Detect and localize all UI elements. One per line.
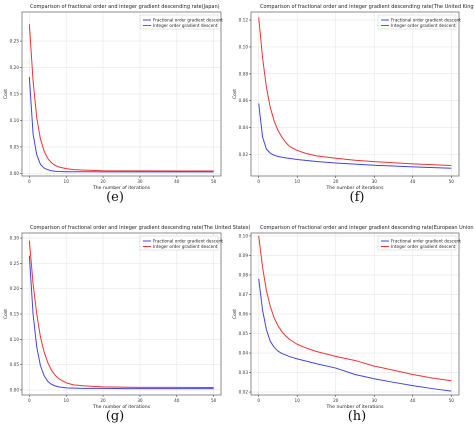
x-axis-label: The number of iterations xyxy=(325,404,384,410)
y-tick-label: 0.08 xyxy=(239,71,249,76)
x-tick-label: 20 xyxy=(100,398,106,403)
legend-label: Fractional order gradient descent xyxy=(153,239,223,244)
legend-label: Fractional order gradient descent xyxy=(153,18,223,23)
x-tick-label: 50 xyxy=(211,398,217,403)
y-tick-label: 0.04 xyxy=(239,351,249,356)
legend-box xyxy=(377,14,457,30)
y-axis-label: Cost xyxy=(3,309,9,319)
x-tick-label: 40 xyxy=(174,179,180,184)
x-tick-label: 30 xyxy=(372,398,378,403)
y-tick-label: 0.04 xyxy=(239,125,249,130)
series-line-fractional xyxy=(28,255,214,390)
y-tick-label: 0.10 xyxy=(239,233,249,238)
y-axis-label: Cost xyxy=(3,89,9,99)
y-tick-label: 0.00 xyxy=(10,171,20,176)
x-tick-label: 40 xyxy=(174,398,180,403)
legend-label: Fractional order gradient descent xyxy=(391,18,461,23)
y-tick-label: 0.03 xyxy=(239,370,249,375)
plot-frame xyxy=(250,11,460,177)
y-tick-label: 0.05 xyxy=(239,331,249,336)
x-tick-label: 40 xyxy=(410,398,416,403)
x-tick-label: 0 xyxy=(28,179,31,184)
x-tick-label: 0 xyxy=(28,398,31,403)
chart-title: Comparison of fractional order and integ… xyxy=(260,4,474,10)
y-tick-label: 0.20 xyxy=(10,65,20,70)
y-tick-label: 0.25 xyxy=(10,39,20,44)
y-tick-label: 0.25 xyxy=(10,261,20,266)
y-tick-label: 0.05 xyxy=(10,144,20,149)
panel-caption: (g) xyxy=(106,409,124,424)
x-tick-label: 20 xyxy=(333,398,339,403)
panel-caption: (f) xyxy=(350,190,365,205)
series-line-integer xyxy=(28,240,214,389)
legend-box xyxy=(139,235,219,251)
legend-label: Integer order gradient descent xyxy=(391,244,456,249)
y-tick-label: 0.02 xyxy=(239,152,249,157)
x-tick-label: 40 xyxy=(410,179,416,184)
x-tick-label: 30 xyxy=(372,179,378,184)
x-tick-label: 10 xyxy=(64,179,70,184)
legend-label: Fractional order gradient descent xyxy=(391,239,461,244)
x-tick-label: 0 xyxy=(257,398,260,403)
y-tick-label: 0.08 xyxy=(239,272,249,277)
y-tick-label: 0.07 xyxy=(239,292,249,297)
x-tick-label: 30 xyxy=(137,179,143,184)
y-tick-label: 0.10 xyxy=(10,118,20,123)
chart-title: Comparison of fractional order and integ… xyxy=(260,225,474,231)
x-tick-label: 20 xyxy=(333,179,339,184)
chart-panel-1: 0 10 20 30 40 50 0.00 0.05 0.10 0.15 0.20 0.25 Compa… xyxy=(3,4,223,205)
y-tick-label: 0.20 xyxy=(10,286,20,291)
series-line-integer xyxy=(28,24,214,172)
series-line-integer xyxy=(258,235,452,382)
chart-title: Comparison of fractional order and integ… xyxy=(30,225,250,231)
x-axis-label: The number of iterations xyxy=(92,404,151,410)
x-tick-label: 50 xyxy=(449,179,455,184)
series-line-fractional xyxy=(258,103,452,169)
chart-panel-4: 0 10 20 30 40 50 0.02 0.03 0.04 0.05 0.06 0.07 0.08 0… xyxy=(232,225,474,424)
x-tick-label: 20 xyxy=(100,179,106,184)
y-tick-label: 0.09 xyxy=(239,253,249,258)
x-axis-label: The number of iterations xyxy=(92,185,151,191)
legend-box xyxy=(377,235,457,251)
y-tick-label: 0.06 xyxy=(239,312,249,317)
y-tick-label: 0.10 xyxy=(10,337,20,342)
x-tick-label: 30 xyxy=(137,398,143,403)
chart-title: Comparison of fractional order and integ… xyxy=(30,4,220,10)
y-tick-label: 0.12 xyxy=(239,18,249,23)
x-tick-label: 50 xyxy=(211,179,217,184)
legend-label: Integer order gradient descent xyxy=(153,244,218,249)
y-axis-label: Cost xyxy=(232,89,238,99)
series-line-integer xyxy=(258,17,452,167)
panel-caption: (h) xyxy=(348,409,367,424)
chart-panel-2: 0 10 20 30 40 50 0.02 0.04 0.06 0.08 0.10 0.12 Compa… xyxy=(232,4,474,205)
legend-box xyxy=(139,14,219,30)
x-tick-label: 10 xyxy=(295,179,301,184)
y-tick-label: 0.00 xyxy=(10,387,20,392)
y-tick-label: 0.06 xyxy=(239,98,249,103)
x-axis-label: The number of iterations xyxy=(325,185,384,191)
y-tick-label: 0.02 xyxy=(239,390,249,395)
y-tick-label: 0.15 xyxy=(10,92,20,97)
x-tick-label: 0 xyxy=(257,179,260,184)
y-axis-label: Cost xyxy=(232,309,238,319)
y-tick-label: 0.05 xyxy=(10,362,20,367)
y-tick-label: 0.30 xyxy=(10,236,20,241)
series-line-fractional xyxy=(258,278,452,392)
y-tick-label: 0.10 xyxy=(239,44,249,49)
x-tick-label: 50 xyxy=(449,398,455,403)
x-tick-label: 10 xyxy=(295,398,301,403)
legend-label: Integer order gradient descent xyxy=(391,23,456,28)
panel-caption: (e) xyxy=(106,190,124,205)
legend-label: Integer order gradient descent xyxy=(153,23,218,28)
series-line-fractional xyxy=(28,77,214,173)
x-tick-label: 10 xyxy=(64,398,70,403)
chart-panel-3: 0 10 20 30 40 50 0.00 0.05 0.10 0.15 0.20 0.25 0.30 C… xyxy=(3,225,250,424)
y-tick-label: 0.15 xyxy=(10,312,20,317)
